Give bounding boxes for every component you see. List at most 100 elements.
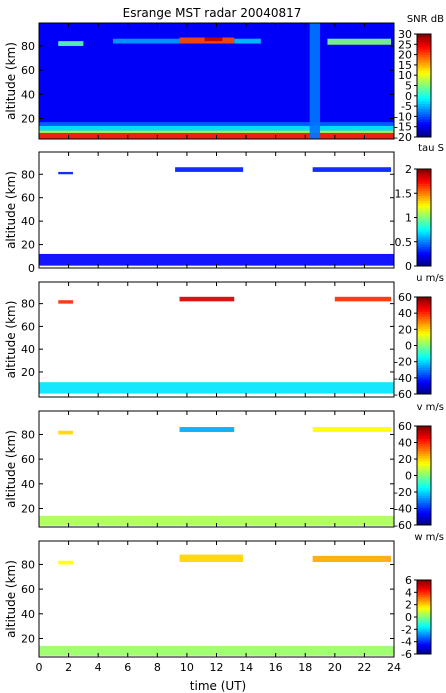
colorbar-tick-label: 30: [398, 28, 412, 41]
colorbar-swatch: [417, 642, 431, 646]
y-tick-label: 40: [21, 343, 35, 356]
colorbar-swatch: [417, 244, 431, 247]
colorbar-swatch: [417, 239, 431, 243]
colorbar-tick-label: 4: [405, 586, 412, 599]
x-tick-label: 14: [239, 661, 253, 674]
colorbar-swatch: [417, 263, 431, 267]
colorbar-swatch: [417, 256, 431, 260]
colorbar-swatch: [417, 445, 431, 449]
colorbar-swatch: [417, 134, 431, 138]
colorbar-swatch: [417, 596, 431, 599]
colorbar-tick-label: -20: [394, 486, 412, 499]
colorbar-swatch: [417, 639, 431, 642]
y-axis-label: altitude (km): [4, 560, 18, 638]
colorbar-swatch: [417, 583, 431, 586]
colorbar-swatch: [417, 592, 431, 596]
colorbar-swatch: [417, 600, 431, 603]
colorbar-swatch: [417, 41, 431, 45]
colorbar-swatch: [417, 98, 431, 102]
colorbar-swatch: [417, 430, 431, 434]
colorbar-swatch: [417, 495, 431, 499]
colorbar-swatch: [417, 635, 431, 638]
colorbar-tick-label: -20: [394, 131, 412, 144]
colorbar-swatch: [417, 72, 431, 76]
colorbar-swatch: [417, 350, 431, 354]
colorbar-swatch: [417, 173, 431, 177]
colorbar-swatch: [417, 587, 431, 590]
y-tick-label: 60: [21, 453, 35, 466]
colorbar-swatch: [417, 644, 431, 647]
colorbar-swatch: [417, 611, 431, 614]
colorbar-swatch: [417, 480, 431, 484]
colorbar-swatch: [417, 261, 431, 264]
colorbar-swatch: [417, 641, 431, 644]
y-tick-label: 80: [21, 168, 35, 181]
colorbar-swatch: [417, 227, 431, 231]
colorbar-swatch: [417, 330, 431, 334]
x-tick-label: 12: [210, 661, 224, 674]
colorbar-swatch: [417, 629, 431, 633]
data-cell: [312, 555, 392, 562]
colorbar-swatch: [417, 626, 431, 629]
colorbar-swatch: [417, 129, 431, 133]
colorbar-swatch: [417, 304, 431, 308]
colorbar-swatch: [417, 347, 431, 351]
colorbar-swatch: [417, 391, 431, 395]
x-tick-label: 6: [124, 661, 131, 674]
colorbar-swatch: [417, 212, 431, 216]
colorbar-tick-label: -40: [394, 372, 412, 385]
colorbar-swatch: [417, 465, 431, 469]
colorbar-swatch: [417, 118, 431, 122]
colorbar-swatch: [417, 195, 431, 199]
colorbar-tick-label: 1: [405, 212, 412, 225]
colorbar-swatch: [417, 253, 431, 257]
colorbar-swatch: [417, 309, 431, 312]
colorbar-swatch: [417, 126, 431, 130]
colorbar-swatch: [417, 450, 431, 454]
data-regions: [39, 554, 394, 656]
colorbar-swatch: [417, 369, 431, 373]
data-cell: [234, 38, 261, 44]
data-cell: [175, 167, 244, 172]
data-regions: [39, 427, 394, 526]
colorbar-swatch: [417, 580, 431, 583]
colorbar-swatch: [417, 321, 431, 325]
colorbar-swatch: [417, 520, 431, 523]
data-cell: [179, 554, 244, 562]
colorbar-swatch: [417, 52, 431, 55]
data-cell: [39, 122, 394, 126]
x-tick-label: 18: [298, 661, 312, 674]
x-tick-label: 4: [95, 661, 102, 674]
colorbar-swatch: [417, 313, 431, 317]
colorbar-swatch: [417, 497, 431, 501]
colorbar-tick-label: -60: [394, 388, 412, 401]
colorbar-tick-label: 0.5: [395, 236, 413, 249]
y-tick-label: 60: [21, 192, 35, 205]
colorbar-swatch: [417, 90, 431, 94]
colorbar-swatch: [417, 618, 431, 622]
colorbar-swatch: [417, 328, 431, 332]
colorbar-swatch: [417, 185, 431, 189]
colorbar-swatch: [417, 297, 431, 300]
x-tick-label: 8: [154, 661, 161, 674]
colorbar-swatch: [417, 171, 431, 175]
data-cell: [39, 253, 394, 266]
colorbar-label: SNR dB: [407, 14, 444, 25]
x-tick-label: 22: [357, 661, 371, 674]
colorbar-swatch: [417, 604, 431, 607]
colorbar-swatch: [417, 36, 431, 40]
data-cell: [58, 41, 84, 46]
colorbar-swatch: [417, 379, 431, 383]
colorbar-swatch: [417, 121, 431, 125]
colorbar-swatch: [417, 251, 431, 255]
data-cell: [39, 125, 394, 131]
colorbar-swatch: [417, 236, 431, 240]
colorbar-tick-label: -4: [401, 636, 412, 649]
colorbar-swatch: [417, 181, 431, 184]
colorbar-swatch: [417, 372, 431, 375]
y-tick-label: 40: [21, 608, 35, 621]
colorbar-swatch: [417, 591, 431, 594]
colorbar-swatch: [417, 190, 431, 194]
colorbar-swatch: [417, 468, 431, 471]
